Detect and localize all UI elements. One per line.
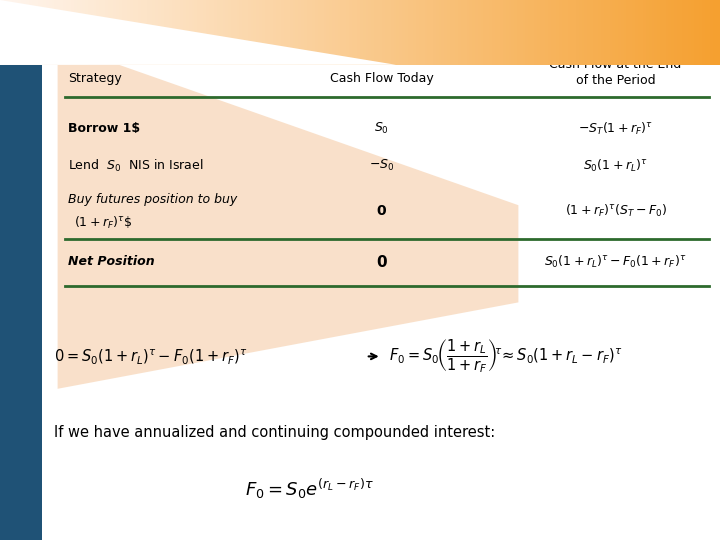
Text: Cash Flow at the End
of the Period: Cash Flow at the End of the Period: [549, 58, 682, 87]
Text: $(1+r_F)^\tau\$$: $(1+r_F)^\tau\$$: [74, 214, 132, 231]
Text: $(1+r_F)^\tau(S_T-F_0)$: $(1+r_F)^\tau(S_T-F_0)$: [564, 202, 667, 219]
Text: $\mathbf{0}$: $\mathbf{0}$: [376, 204, 387, 218]
Text: $-S_T(1+r_F)^\tau$: $-S_T(1+r_F)^\tau$: [578, 120, 653, 137]
Text: $F_0=S_0\!\left(\dfrac{1+r_L}{1+r_F}\right)^{\!\!\tau}\!\approx S_0(1+r_L-r_F)^\: $F_0=S_0\!\left(\dfrac{1+r_L}{1+r_F}\rig…: [389, 338, 622, 375]
Polygon shape: [0, 0, 396, 65]
Text: If we have annualized and continuing compounded interest:: If we have annualized and continuing com…: [54, 424, 495, 440]
Text: Strategy: Strategy: [68, 72, 122, 85]
Text: $\mathbf{0}$: $\mathbf{0}$: [376, 254, 387, 270]
Text: $F_0=S_0e^{(r_L-r_F)\tau}$: $F_0=S_0e^{(r_L-r_F)\tau}$: [245, 477, 374, 501]
Text: $S_0$: $S_0$: [374, 121, 389, 136]
Bar: [0, 0, 42, 540]
Text: Buy futures position to buy: Buy futures position to buy: [68, 193, 238, 206]
Text: $0=S_0(1+r_L)^\tau-F_0(1+r_F)^\tau$: $0=S_0(1+r_L)^\tau-F_0(1+r_F)^\tau$: [54, 347, 248, 366]
Text: Net Position: Net Position: [68, 255, 155, 268]
Polygon shape: [58, 43, 518, 389]
Text: Lend  $S_0$  NIS in Israel: Lend $S_0$ NIS in Israel: [68, 158, 204, 174]
Text: $S_0(1+r_L)^\tau-F_0(1+r_F)^\tau$: $S_0(1+r_L)^\tau-F_0(1+r_F)^\tau$: [544, 254, 687, 270]
Text: $-S_0$: $-S_0$: [369, 158, 395, 173]
Text: $S_0(1+r_L)^\tau$: $S_0(1+r_L)^\tau$: [583, 158, 648, 174]
Text: Borrow 1$: Borrow 1$: [68, 122, 140, 135]
Text: Cash Flow Today: Cash Flow Today: [330, 72, 433, 85]
